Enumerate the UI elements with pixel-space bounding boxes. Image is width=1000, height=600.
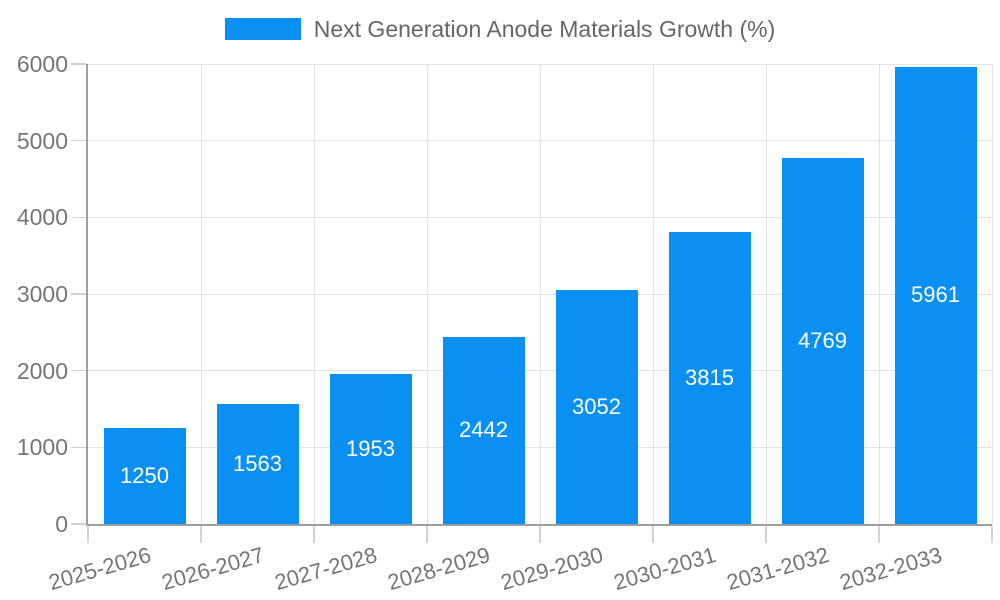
- y-axis-line: [86, 64, 88, 524]
- bar[interactable]: 4769: [781, 158, 864, 524]
- y-tick: [71, 369, 86, 372]
- bar[interactable]: 1953: [329, 374, 412, 524]
- grid-line-vertical: [765, 64, 767, 524]
- x-tick: [991, 526, 993, 543]
- y-tick-label: 1000: [16, 434, 68, 461]
- x-tick-label: 2027-2028: [272, 542, 381, 596]
- y-tick: [71, 293, 86, 295]
- bar[interactable]: 3052: [555, 290, 638, 524]
- legend[interactable]: Next Generation Anode Materials Growth (…: [0, 16, 1000, 42]
- x-tick: [200, 526, 202, 543]
- bar-value-label: 1563: [233, 451, 282, 477]
- y-tick-label: 3000: [16, 281, 68, 307]
- bar-value-label: 5961: [911, 282, 960, 308]
- x-axis-line: [86, 524, 992, 526]
- legend-swatch: [224, 18, 301, 40]
- y-tick-label: 2000: [16, 357, 68, 384]
- grid-line-vertical: [539, 64, 541, 524]
- bar[interactable]: 1250: [103, 428, 186, 524]
- x-tick-label: 2032-2033: [837, 542, 946, 596]
- x-tick-label: 2028-2029: [385, 542, 494, 596]
- y-tick: [71, 216, 86, 219]
- bar[interactable]: 2442: [442, 336, 525, 524]
- y-tick: [71, 523, 86, 525]
- y-tick: [71, 446, 86, 449]
- x-tick-label: 2031-2032: [724, 542, 833, 596]
- x-tick-label: 2026-2027: [159, 542, 268, 596]
- grid-line-vertical: [652, 64, 654, 524]
- bar-value-label: 3052: [572, 393, 621, 419]
- y-tick-label: 4000: [16, 204, 68, 231]
- y-tick: [71, 139, 86, 142]
- x-tick-label: 2029-2030: [498, 542, 607, 596]
- y-tick-label: 5000: [16, 127, 68, 154]
- bar-value-label: 3815: [685, 364, 734, 390]
- bar-value-label: 1953: [346, 436, 395, 462]
- grid-line-vertical: [200, 64, 202, 524]
- x-tick: [426, 526, 428, 543]
- legend-label: Next Generation Anode Materials Growth (…: [313, 16, 776, 42]
- grid-line-vertical: [878, 64, 880, 524]
- grid-line-vertical: [426, 64, 428, 524]
- x-tick: [539, 526, 541, 543]
- x-tick-label: 2030-2031: [611, 542, 720, 596]
- x-tick-label: 2025-2026: [46, 542, 155, 596]
- bar-value-label: 2442: [459, 417, 508, 443]
- grid-line-vertical: [313, 64, 315, 524]
- x-tick: [765, 526, 767, 543]
- x-tick: [652, 526, 654, 543]
- y-tick-label: 0: [55, 511, 68, 537]
- bar[interactable]: 3815: [668, 231, 751, 524]
- bar-value-label: 1250: [120, 463, 169, 489]
- x-tick: [878, 526, 880, 543]
- x-tick: [313, 526, 315, 543]
- y-tick-label: 6000: [16, 51, 68, 77]
- bar[interactable]: 5961: [894, 66, 977, 524]
- bar[interactable]: 1563: [216, 404, 299, 524]
- grid-line-vertical: [991, 64, 993, 524]
- bar-value-label: 4769: [798, 328, 847, 354]
- y-tick: [71, 63, 86, 65]
- x-tick: [87, 526, 89, 543]
